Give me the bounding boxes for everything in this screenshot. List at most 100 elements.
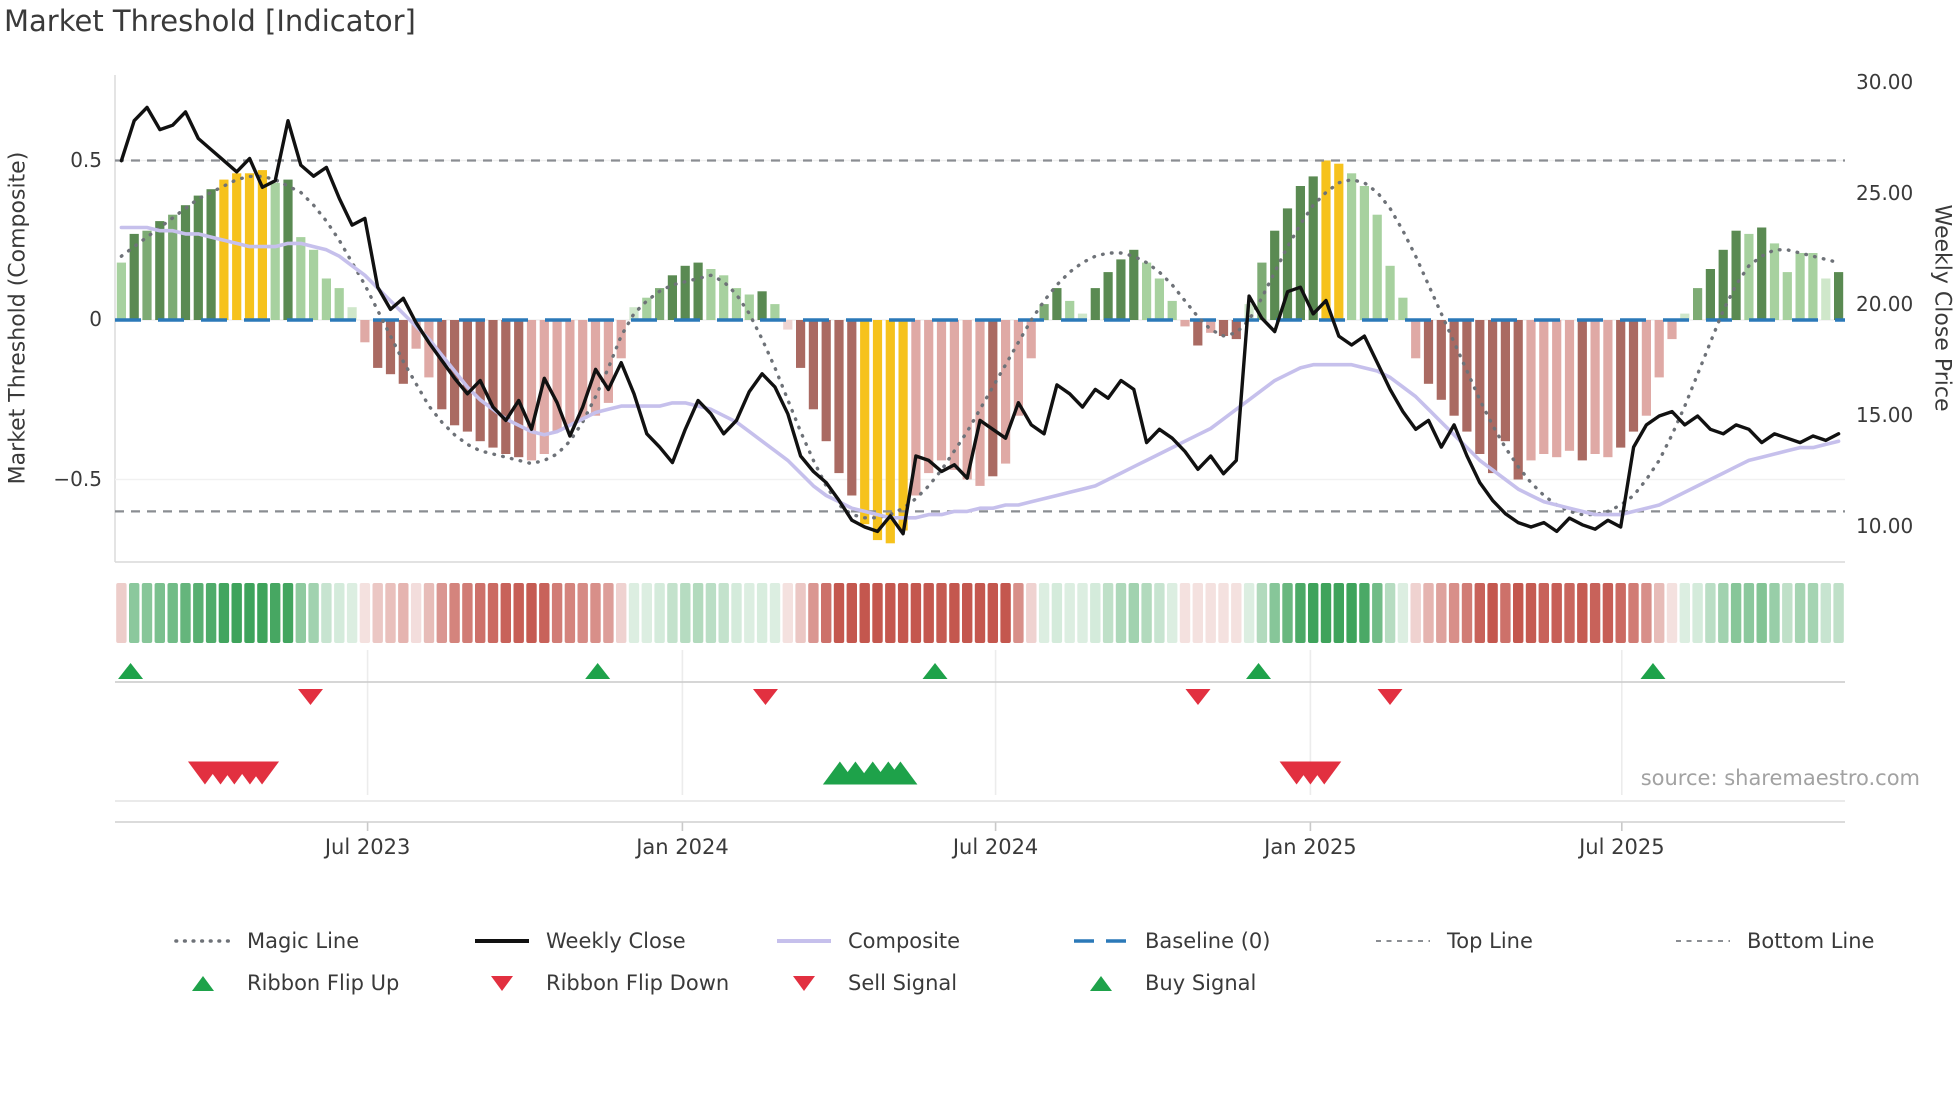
ribbon-cell [1102, 583, 1114, 643]
legend-line-glyph [1376, 940, 1430, 942]
composite-bar [283, 179, 293, 320]
ribbon-cell [564, 583, 576, 643]
ribbon-cell [1192, 583, 1203, 643]
ribbon-cell [1666, 583, 1678, 643]
ribbon-cell [1205, 583, 1216, 643]
ribbon-cell [1551, 583, 1562, 643]
solid-lavender-swatch [775, 933, 833, 949]
composite-bar [924, 320, 934, 474]
dashed-gray-swatch [1674, 933, 1732, 949]
composite-bar [1142, 262, 1152, 320]
composite-bar [398, 320, 408, 384]
page-title: Market Threshold [Indicator] [4, 4, 416, 38]
legend-label: Baseline (0) [1145, 929, 1271, 953]
composite-bar [1680, 313, 1690, 320]
composite-bar [655, 288, 665, 320]
composite-bar [270, 182, 280, 320]
composite-bar [1769, 243, 1780, 320]
sell-triangle-icon [793, 975, 815, 991]
ribbon-cell [1115, 583, 1127, 643]
ribbon-cell [885, 583, 896, 643]
composite-bar [321, 278, 331, 320]
ribbon-cell [372, 583, 383, 643]
ribbon-cell [1474, 583, 1485, 643]
composite-bar [1295, 186, 1305, 320]
composite-bar [796, 320, 806, 368]
ribbon-cell [423, 583, 435, 643]
legend-item-ribbon-flip-down[interactable]: Ribbon Flip Down [473, 969, 729, 997]
ribbon-cell [1794, 583, 1806, 643]
ribbon-cell [385, 583, 396, 643]
legend-item-composite[interactable]: Composite [775, 927, 960, 955]
composite-bar [347, 307, 357, 320]
composite-bar [1385, 265, 1395, 320]
ribbon-cell [436, 583, 447, 643]
legend-label: Buy Signal [1145, 971, 1257, 995]
ribbon-cell [462, 583, 473, 643]
tri-down-red-swatch [775, 975, 833, 991]
legend-item-ribbon-flip-up[interactable]: Ribbon Flip Up [174, 969, 399, 997]
x-axis-tick-label: Jul 2023 [324, 835, 411, 859]
composite-bar [424, 320, 434, 378]
ribbon-cell [1410, 583, 1421, 643]
composite-bar [1026, 320, 1036, 359]
y-axis-right-tick-label: 10.00 [1856, 514, 1914, 538]
y-axis-right-tick-label: 20.00 [1856, 292, 1914, 316]
ribbon-cell [628, 583, 640, 643]
composite-bar [1616, 320, 1626, 448]
ribbon-cell [1513, 583, 1524, 643]
ribbon-cell [500, 583, 511, 643]
composite-bar [1718, 249, 1728, 320]
composite-bar [1449, 320, 1459, 416]
tri-down-red-swatch [473, 975, 531, 991]
composite-bar [1359, 186, 1369, 320]
ribbon-cell [1654, 583, 1665, 643]
ribbon-cell [1384, 583, 1396, 643]
ribbon-cell [1577, 583, 1588, 643]
legend-item-sell-signal[interactable]: Sell Signal [775, 969, 957, 997]
ribbon-cell [1448, 583, 1460, 643]
composite-bar [1693, 288, 1703, 320]
ribbon-cell [180, 583, 191, 643]
composite-bar [1462, 320, 1472, 432]
ribbon-cell [859, 583, 870, 643]
ribbon-cell [1615, 583, 1626, 643]
composite-bar [1218, 320, 1229, 336]
ribbon-cell [833, 583, 845, 643]
composite-bar [1347, 173, 1357, 320]
x-axis-tick-label: Jul 2024 [952, 835, 1039, 859]
ribbon-flip-down-marker [297, 689, 323, 705]
legend-item-buy-signal[interactable]: Buy Signal [1072, 969, 1256, 997]
ribbon-cell [1077, 583, 1088, 643]
composite-bar [744, 294, 754, 320]
ribbon-cell [1461, 583, 1473, 643]
legend-item-baseline-0-[interactable]: Baseline (0) [1072, 927, 1270, 955]
legend-item-bottom-line[interactable]: Bottom Line [1674, 927, 1874, 955]
ribbon-cell [590, 583, 601, 643]
ribbon-cell [270, 583, 281, 643]
composite-bar [539, 320, 549, 454]
ribbon-cell [334, 583, 345, 643]
composite-bar [578, 320, 588, 419]
ribbon-cell [641, 583, 652, 643]
ribbon-cell [1487, 583, 1498, 643]
ribbon-cell [1756, 583, 1767, 643]
composite-bar [1539, 320, 1549, 454]
composite-bar [770, 304, 780, 321]
composite-bar [334, 288, 344, 320]
composite-bar [847, 320, 857, 496]
ribbon-cell [167, 583, 178, 643]
composite-bar [911, 320, 921, 496]
ribbon-cell [1589, 583, 1601, 643]
ribbon-cell [1705, 583, 1716, 643]
legend-item-magic-line[interactable]: Magic Line [174, 927, 359, 955]
composite-bar [1821, 278, 1831, 320]
composite-bar [1001, 320, 1011, 464]
ribbon-cell [1359, 583, 1370, 643]
legend-item-weekly-close[interactable]: Weekly Close [473, 927, 686, 955]
composite-bar [1628, 320, 1639, 432]
ribbon-cell [308, 583, 319, 643]
legend-item-top-line[interactable]: Top Line [1374, 927, 1533, 955]
